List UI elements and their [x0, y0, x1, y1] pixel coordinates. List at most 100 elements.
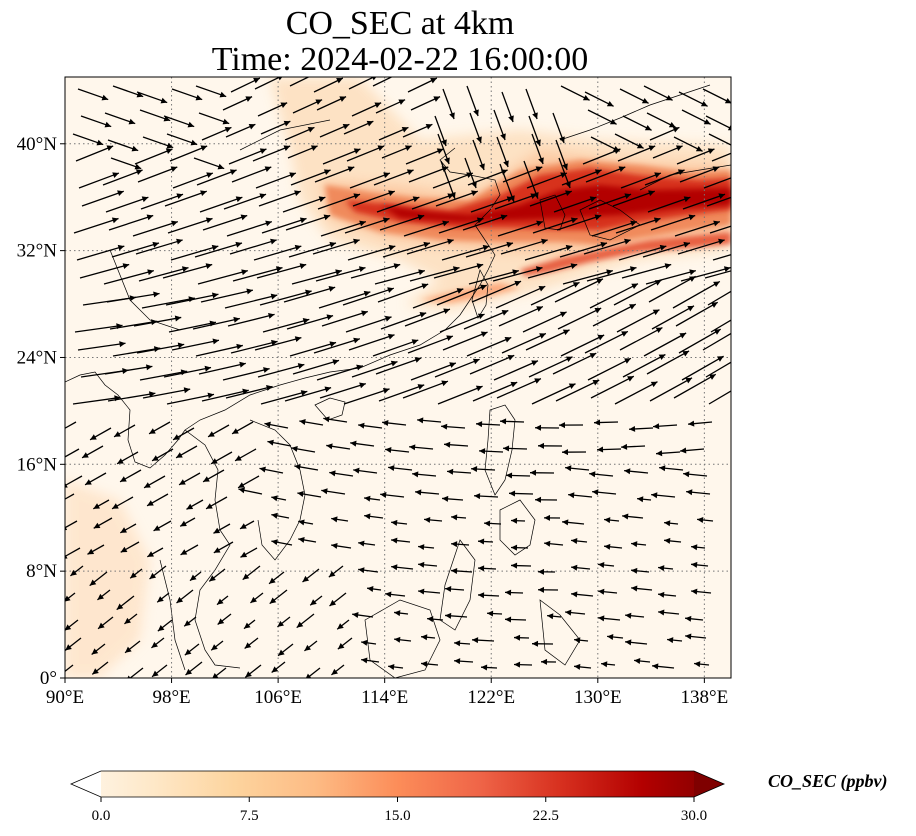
colorbar-tick-label: 0.0: [92, 808, 111, 824]
wind-arrow: [631, 567, 650, 574]
wind-arrow: [562, 269, 613, 285]
wind-arrow: [292, 99, 323, 114]
wind-arrow: [558, 422, 584, 429]
wind-arrow: [658, 609, 680, 616]
wind-arrow: [622, 353, 666, 378]
wind-arrow: [331, 516, 349, 523]
wind-arrow: [530, 281, 580, 306]
wind-arrow: [65, 475, 83, 488]
wind-arrow: [377, 283, 429, 303]
lat-tick-label: 8°N: [26, 561, 57, 582]
lon-tick-label: 138°E: [681, 687, 729, 708]
wind-arrow: [110, 157, 142, 170]
wind-arrow: [289, 341, 337, 357]
wind-arrow: [261, 217, 307, 234]
wind-arrow: [555, 139, 568, 171]
wind-arrow: [65, 637, 82, 651]
wind-arrow: [410, 362, 457, 381]
wind-arrow: [472, 381, 518, 402]
wind-arrow: [284, 126, 315, 141]
wind-arrow: [378, 384, 425, 402]
wind-arrow: [591, 220, 638, 237]
wind-arrow: [358, 567, 379, 574]
wind-arrow: [133, 315, 182, 327]
wind-arrow: [299, 419, 324, 426]
wind-arrow: [176, 589, 194, 604]
wind-arrow: [290, 169, 331, 186]
wind-arrow: [588, 193, 632, 210]
wind-arrow: [438, 217, 484, 234]
wind-arrow: [677, 238, 725, 255]
wind-arrow: [496, 136, 509, 168]
wind-arrow: [291, 269, 342, 285]
wind-arrow: [447, 468, 472, 475]
wind-arrow: [124, 613, 138, 625]
wind-arrow: [358, 540, 376, 547]
wind-arrow: [502, 166, 543, 183]
wind-arrow: [651, 492, 676, 499]
wind-arrow: [598, 562, 615, 568]
wind-arrow: [504, 616, 527, 623]
wind-arrow: [508, 490, 534, 497]
wind-arrow: [112, 85, 144, 98]
wind-arrow: [243, 619, 256, 630]
wind-arrow: [710, 319, 731, 333]
wind-arrow: [388, 663, 404, 670]
wind-arrow: [175, 445, 198, 459]
wind-arrow: [465, 241, 514, 258]
wind-arrow: [646, 350, 690, 375]
wind-arrow: [529, 469, 555, 476]
colorbar-tick-label: 22.5: [533, 808, 559, 824]
wind-arrow: [302, 568, 320, 583]
wind-arrow: [691, 561, 709, 568]
wind-arrow: [439, 313, 485, 333]
wind-arrow: [257, 102, 288, 117]
wind-arrow: [91, 643, 106, 656]
wind-arrow: [271, 539, 293, 546]
wind-arrow: [167, 217, 213, 234]
wind-arrow: [343, 120, 374, 135]
lon-tick-label: 106°E: [254, 687, 302, 708]
wind-arrow: [81, 190, 124, 207]
wind-arrow: [136, 342, 185, 354]
wind-arrow: [202, 469, 225, 483]
wind-arrow: [451, 567, 473, 574]
wind-arrow: [331, 664, 345, 676]
wind-arrow: [180, 544, 199, 556]
wind-arrow: [348, 333, 395, 351]
wind-arrow: [142, 136, 174, 149]
colorbar-extend-low: [71, 771, 101, 797]
wind-arrow: [127, 667, 144, 678]
wind-arrow: [225, 385, 273, 399]
wind-arrow: [475, 421, 501, 428]
wind-arrow: [169, 145, 208, 162]
wind-arrow: [394, 610, 409, 617]
wind-arrow: [436, 284, 487, 306]
lat-tick-label: 24°N: [17, 347, 58, 368]
wind-arrow: [103, 269, 154, 285]
colorbar-label: CO_SEC (ppbv): [768, 771, 888, 791]
wind-arrow: [329, 592, 347, 607]
wind-arrow: [65, 493, 75, 500]
colorbar-tick-label: 7.5: [240, 808, 259, 824]
wind-arrow: [250, 592, 264, 604]
wind-arrow: [352, 612, 374, 618]
wind-arrow: [65, 592, 76, 602]
wind-arrow: [466, 85, 479, 117]
wind-arrow: [534, 424, 560, 431]
wind-arrow: [91, 661, 109, 675]
wind-arrow: [172, 427, 195, 441]
wind-arrow: [556, 214, 602, 231]
wind-arrow: [361, 657, 380, 664]
wind-arrow: [537, 568, 556, 575]
wind-arrow: [239, 520, 255, 530]
wind-arrow: [252, 145, 291, 162]
wind-arrow: [313, 77, 344, 93]
wind-arrow: [712, 254, 731, 261]
wind-arrow: [571, 564, 591, 571]
coastlines: [65, 84, 731, 678]
wind-arrow: [237, 475, 260, 489]
wind-arrow: [184, 643, 200, 656]
wind-arrow: [321, 310, 368, 327]
wind-arrow: [142, 387, 191, 399]
